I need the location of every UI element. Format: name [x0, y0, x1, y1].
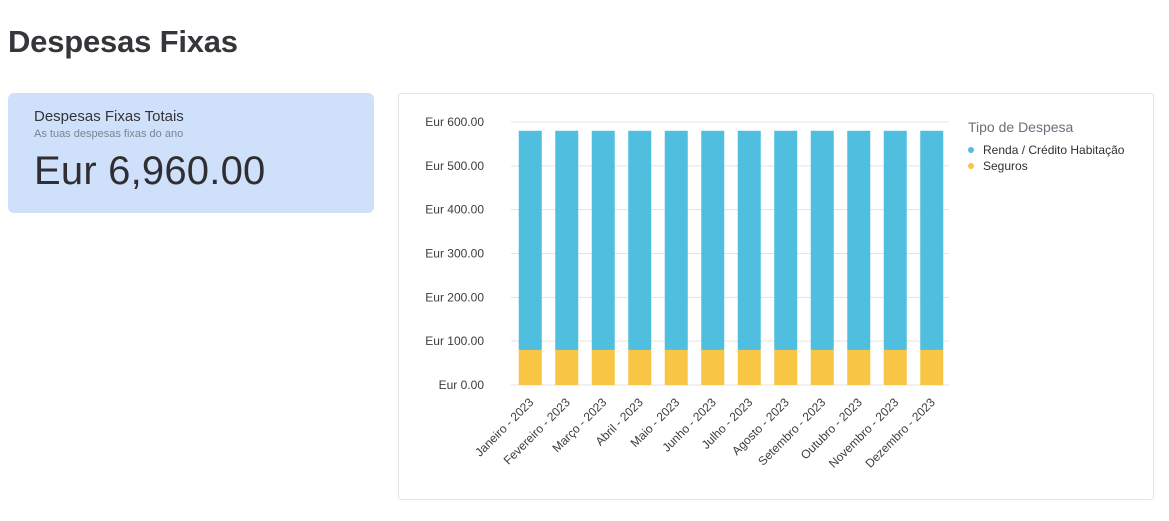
- y-axis-ticks: Eur 600.00 Eur 500.00 Eur 400.00 Eur 300.00…: [425, 115, 484, 392]
- bar-segment[interactable]: [664, 130, 688, 350]
- total-value: Eur 6,960.00: [34, 149, 266, 193]
- bar-segment[interactable]: [737, 130, 761, 350]
- x-tick-label: Dezembro - 2023: [862, 395, 938, 471]
- bar-segment[interactable]: [701, 349, 725, 385]
- y-tick-label: Eur 500.00: [425, 159, 484, 173]
- bar-segment[interactable]: [555, 349, 579, 385]
- legend-label: Seguros: [983, 159, 1028, 173]
- legend-swatch: [968, 163, 974, 169]
- bar-segment[interactable]: [847, 130, 871, 350]
- bar-segment[interactable]: [591, 130, 615, 350]
- card-title: Despesas Fixas Totais: [34, 108, 184, 125]
- y-tick-label: Eur 600.00: [425, 115, 484, 129]
- bar-segment[interactable]: [883, 130, 907, 350]
- legend-items: Renda / Crédito Habitação Seguros: [968, 142, 1124, 174]
- bar-segment[interactable]: [920, 130, 944, 350]
- total-expenses-card: Despesas Fixas Totais As tuas despesas f…: [8, 93, 374, 213]
- bar-segment[interactable]: [555, 130, 579, 350]
- y-tick-label: Eur 200.00: [425, 290, 484, 304]
- bar-segment[interactable]: [883, 349, 907, 385]
- legend-title: Tipo de Despesa: [968, 119, 1074, 135]
- legend-label: Renda / Crédito Habitação: [983, 143, 1125, 157]
- y-tick-label: Eur 300.00: [425, 247, 484, 261]
- y-tick-label: Eur 0.00: [439, 378, 485, 392]
- bar-segment[interactable]: [518, 130, 542, 350]
- bar-segment[interactable]: [518, 349, 542, 385]
- legend-item[interactable]: Renda / Crédito Habitação: [968, 142, 1124, 158]
- bar-segment[interactable]: [810, 130, 834, 350]
- bar-segment[interactable]: [810, 349, 834, 385]
- card-subtitle: As tuas despesas fixas do ano: [34, 128, 184, 140]
- y-tick-label: Eur 100.00: [425, 334, 484, 348]
- bar-segment[interactable]: [847, 349, 871, 385]
- bar-segment[interactable]: [737, 349, 761, 385]
- bars: [518, 130, 944, 385]
- bar-segment[interactable]: [774, 349, 798, 385]
- chart-card: Eur 600.00 Eur 500.00 Eur 400.00 Eur 300.00…: [398, 93, 1154, 500]
- bar-segment[interactable]: [628, 130, 652, 350]
- bar-segment[interactable]: [920, 349, 944, 385]
- stacked-bar-chart: Eur 600.00 Eur 500.00 Eur 400.00 Eur 300.00…: [425, 115, 949, 471]
- bar-segment[interactable]: [774, 130, 798, 350]
- legend-item[interactable]: Seguros: [968, 158, 1124, 174]
- bar-segment[interactable]: [701, 130, 725, 350]
- legend-swatch: [968, 147, 974, 153]
- y-tick-label: Eur 400.00: [425, 203, 484, 217]
- bar-segment[interactable]: [664, 349, 688, 385]
- bar-segment[interactable]: [628, 349, 652, 385]
- page-title: Despesas Fixas: [8, 24, 238, 59]
- bar-segment[interactable]: [591, 349, 615, 385]
- gridlines: [511, 121, 949, 386]
- legend: Tipo de Despesa Renda / Crédito Habitaçã…: [968, 119, 1124, 174]
